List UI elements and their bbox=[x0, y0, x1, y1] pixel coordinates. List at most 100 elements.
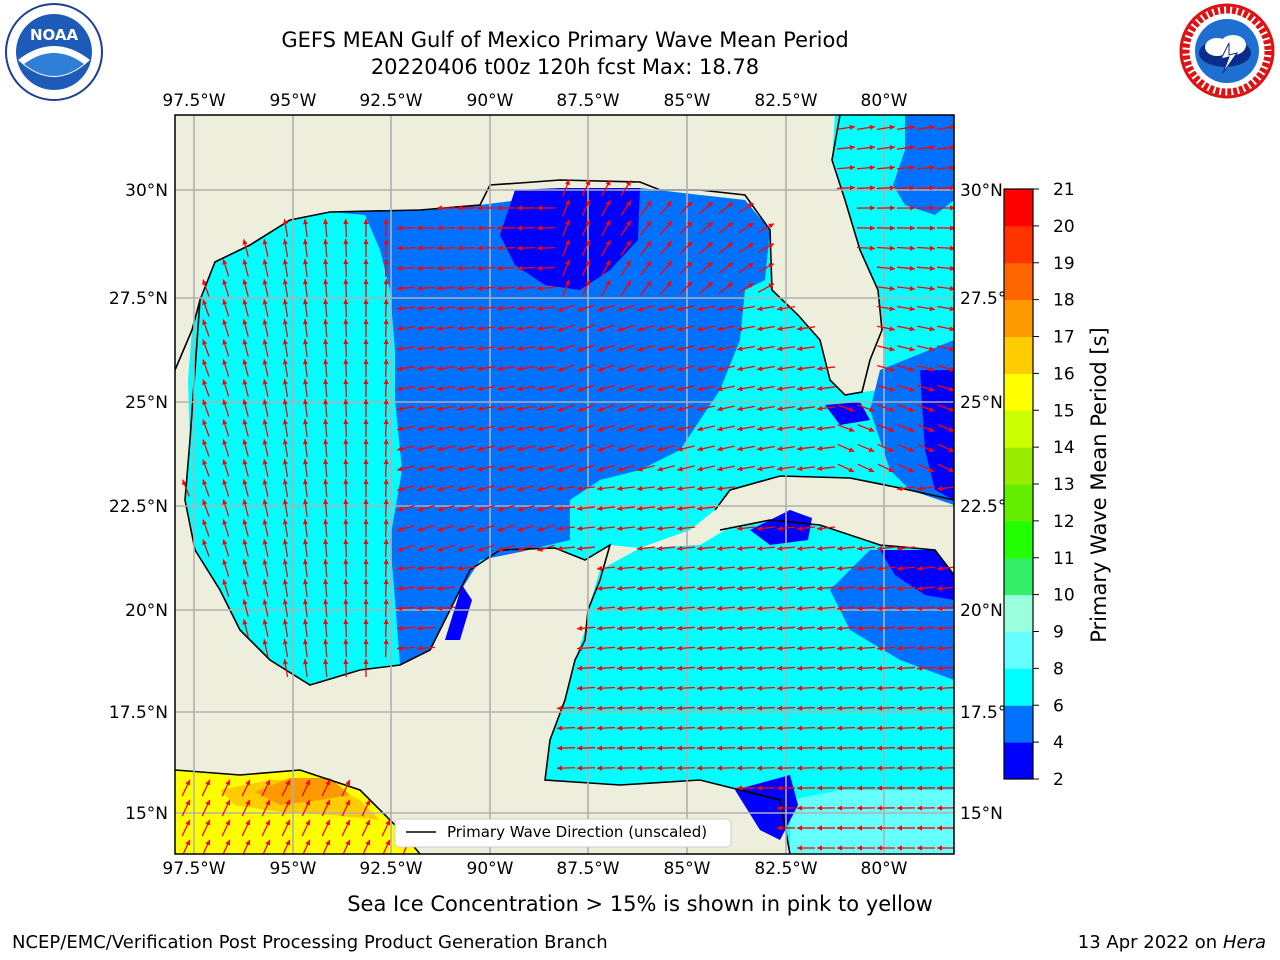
wave-arrow bbox=[836, 725, 856, 731]
wave-arrow bbox=[577, 384, 595, 392]
wave-arrow bbox=[816, 445, 836, 452]
wave-arrow bbox=[877, 463, 895, 473]
wave-arrow bbox=[282, 479, 289, 497]
wave-arrow bbox=[636, 525, 656, 532]
wave-arrow bbox=[241, 799, 251, 817]
wave-arrow bbox=[656, 625, 676, 631]
wave-arrow bbox=[496, 205, 516, 211]
wave-arrow bbox=[856, 665, 876, 671]
wave-arrow bbox=[738, 202, 754, 214]
wave-arrow bbox=[637, 464, 655, 472]
wave-arrow bbox=[516, 205, 536, 211]
wave-arrow bbox=[597, 384, 615, 392]
wave-arrow bbox=[363, 298, 369, 318]
wave-arrow bbox=[876, 585, 896, 591]
wave-arrow bbox=[242, 499, 249, 517]
wave-arrow bbox=[202, 339, 210, 357]
wave-arrow bbox=[698, 221, 714, 235]
wave-arrow bbox=[437, 385, 455, 392]
wave-arrow bbox=[181, 779, 191, 797]
wave-arrow bbox=[777, 425, 795, 432]
wave-arrow bbox=[581, 259, 591, 277]
colorbar-swatch bbox=[1004, 742, 1033, 780]
wave-arrow bbox=[477, 524, 495, 532]
wave-arrow bbox=[417, 445, 435, 452]
wave-arrow bbox=[756, 565, 776, 571]
wave-direction-arrows bbox=[181, 124, 954, 854]
wave-arrow bbox=[282, 579, 289, 597]
wave-arrow bbox=[397, 425, 415, 432]
wave-arrow bbox=[657, 365, 675, 372]
wave-arrow bbox=[437, 465, 455, 472]
wave-arrow bbox=[657, 345, 675, 352]
wave-arrow bbox=[616, 585, 636, 591]
wave-arrow bbox=[856, 785, 876, 791]
wave-arrow bbox=[736, 605, 756, 611]
wave-arrow bbox=[397, 385, 415, 392]
wave-arrow bbox=[597, 424, 615, 432]
wave-arrow bbox=[836, 645, 856, 651]
wave-arrow bbox=[896, 625, 916, 631]
wave-arrow bbox=[301, 799, 311, 817]
wave-arrow bbox=[856, 225, 876, 231]
wave-arrow bbox=[343, 578, 349, 598]
wave-arrow bbox=[363, 598, 369, 618]
wave-arrow bbox=[837, 424, 855, 432]
wave-arrow bbox=[876, 825, 896, 831]
wave-arrow bbox=[717, 445, 735, 452]
wave-arrow bbox=[617, 384, 635, 392]
wave-arrow bbox=[202, 379, 210, 397]
wave-arrow bbox=[262, 599, 269, 617]
wave-arrow bbox=[776, 565, 796, 571]
wave-arrow bbox=[876, 185, 896, 191]
wave-arrow bbox=[323, 598, 329, 618]
wave-arrow bbox=[716, 585, 736, 591]
wave-arrow bbox=[343, 398, 349, 418]
wave-arrow bbox=[676, 625, 696, 631]
wave-arrow bbox=[576, 645, 596, 651]
wave-arrow bbox=[896, 705, 916, 711]
wave-arrow bbox=[581, 199, 591, 217]
wave-arrow bbox=[396, 345, 416, 352]
wave-arrow bbox=[436, 285, 456, 291]
wave-arrow bbox=[796, 745, 816, 751]
wave-arrow bbox=[581, 239, 591, 257]
wave-arrow bbox=[856, 765, 876, 771]
wave-arrow bbox=[556, 765, 576, 771]
wave-arrow bbox=[457, 445, 475, 452]
wave-arrow bbox=[497, 504, 515, 512]
wave-arrow bbox=[222, 539, 230, 557]
wave-arrow bbox=[597, 324, 615, 332]
wave-arrow bbox=[916, 665, 936, 671]
wave-arrow bbox=[796, 765, 816, 771]
wave-arrow bbox=[476, 285, 496, 291]
wave-arrow bbox=[659, 200, 673, 216]
lat-label-left: 22.5°N bbox=[109, 497, 168, 517]
wave-arrow bbox=[876, 205, 896, 211]
wave-arrow bbox=[737, 405, 755, 412]
noaa-logo-text: NOAA bbox=[30, 26, 79, 44]
wave-arrow bbox=[916, 645, 936, 651]
wave-arrow bbox=[676, 685, 696, 691]
wave-arrow bbox=[877, 424, 895, 432]
wave-arrow bbox=[597, 444, 615, 452]
wave-arrow bbox=[282, 259, 289, 277]
wave-arrow bbox=[856, 685, 876, 691]
wave-arrow bbox=[836, 745, 856, 751]
wave-arrow bbox=[577, 304, 595, 312]
wave-arrow bbox=[323, 518, 329, 538]
wave-arrow bbox=[917, 325, 935, 332]
wave-arrow bbox=[496, 245, 516, 251]
wave-arrow bbox=[896, 745, 916, 751]
wave-arrow bbox=[323, 578, 329, 598]
wave-arrow bbox=[816, 825, 836, 831]
wave-arrow bbox=[736, 545, 756, 552]
wave-arrow bbox=[737, 305, 755, 312]
wave-arrow bbox=[457, 465, 475, 472]
colorbar-label: Primary Wave Mean Period [s] bbox=[1087, 327, 1111, 643]
wave-arrow bbox=[323, 418, 329, 438]
colorbar: 2 4 6 8 9 10 11 12 13 14 15 16 17 18 19 20 21 bbox=[1003, 180, 1075, 790]
wave-arrow bbox=[537, 465, 555, 472]
wave-arrow bbox=[896, 585, 916, 591]
wave-arrow bbox=[757, 445, 775, 452]
